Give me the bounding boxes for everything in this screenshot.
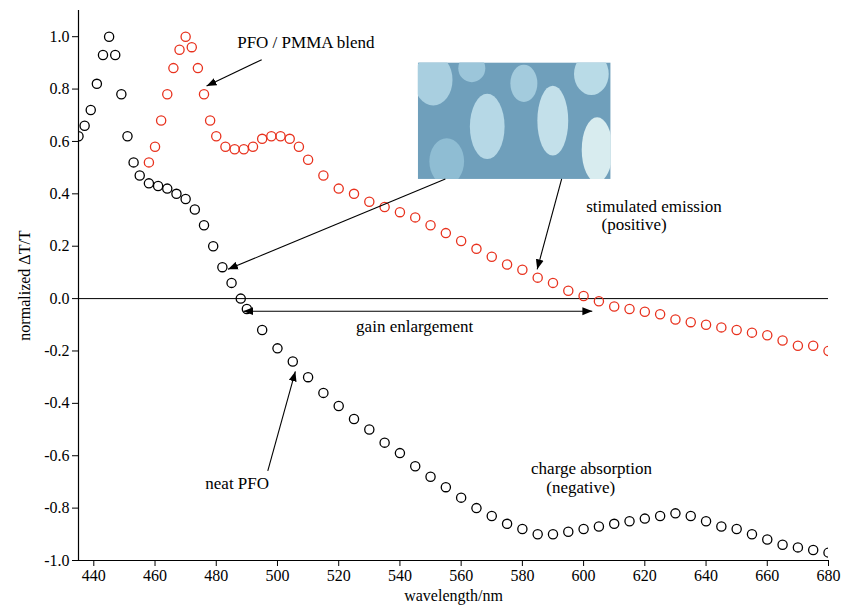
svg-text:0.4: 0.4 <box>50 185 70 202</box>
svg-text:440: 440 <box>82 567 106 584</box>
svg-text:normalized ΔT/T: normalized ΔT/T <box>16 230 33 340</box>
svg-text:680: 680 <box>817 567 841 584</box>
svg-text:(negative): (negative) <box>546 478 615 497</box>
svg-text:1.0: 1.0 <box>50 28 70 45</box>
svg-text:charge absorption: charge absorption <box>531 459 653 478</box>
svg-text:-0.2: -0.2 <box>44 342 69 359</box>
svg-text:0.2: 0.2 <box>50 237 70 254</box>
svg-text:580: 580 <box>510 567 534 584</box>
svg-text:520: 520 <box>327 567 351 584</box>
svg-text:560: 560 <box>449 567 473 584</box>
svg-text:-0.6: -0.6 <box>44 447 69 464</box>
svg-text:(positive): (positive) <box>601 215 666 234</box>
svg-text:0.0: 0.0 <box>50 290 70 307</box>
svg-text:480: 480 <box>204 567 228 584</box>
svg-text:-0.8: -0.8 <box>44 499 69 516</box>
svg-text:-0.4: -0.4 <box>44 394 69 411</box>
svg-text:PFO / PMMA blend: PFO / PMMA blend <box>237 33 375 52</box>
svg-text:460: 460 <box>143 567 167 584</box>
svg-text:540: 540 <box>388 567 412 584</box>
svg-text:600: 600 <box>572 567 596 584</box>
svg-text:500: 500 <box>265 567 289 584</box>
svg-text:660: 660 <box>755 567 779 584</box>
svg-text:620: 620 <box>633 567 657 584</box>
svg-text:gain enlargement: gain enlargement <box>356 317 474 336</box>
svg-text:stimulated emission: stimulated emission <box>586 197 722 216</box>
svg-text:wavelength/nm: wavelength/nm <box>404 587 503 605</box>
svg-text:0.8: 0.8 <box>50 80 70 97</box>
svg-text:0.6: 0.6 <box>50 133 70 150</box>
svg-text:-1.0: -1.0 <box>44 552 69 569</box>
svg-text:640: 640 <box>694 567 718 584</box>
svg-text:neat PFO: neat PFO <box>205 474 269 493</box>
